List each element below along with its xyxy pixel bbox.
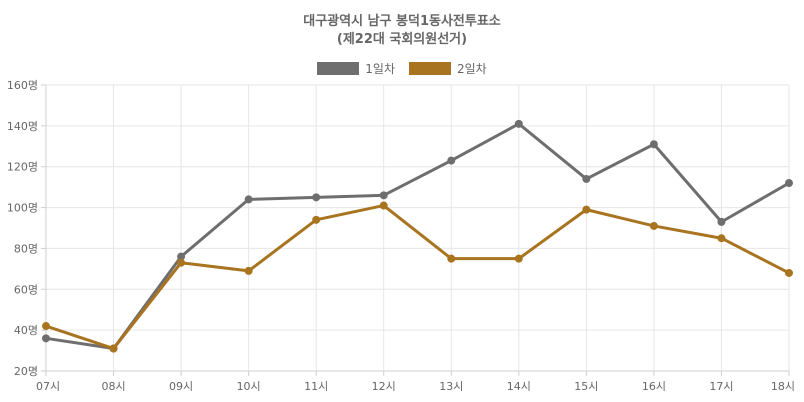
- data-point-series-1[interactable]: [717, 217, 726, 226]
- data-point-series-2[interactable]: [244, 266, 253, 275]
- x-tick-label: 14시: [507, 380, 531, 393]
- data-point-series-2[interactable]: [379, 201, 388, 210]
- data-point-series-1[interactable]: [42, 334, 50, 343]
- data-point-series-2[interactable]: [717, 234, 726, 243]
- data-point-series-2[interactable]: [42, 322, 50, 331]
- legend-item-series-1[interactable]: 1일차: [317, 60, 395, 77]
- data-point-series-2[interactable]: [649, 221, 658, 230]
- legend-swatch-series-1: [317, 62, 360, 75]
- legend: 1일차 2일차: [0, 60, 804, 77]
- chart-subtitle: (제22대 국회의원선거): [336, 32, 468, 47]
- legend-label-series-1: 1일차: [365, 62, 395, 76]
- x-tick-label: 17시: [709, 380, 733, 393]
- data-point-series-1[interactable]: [244, 195, 253, 204]
- x-tick-label: 07시: [36, 380, 60, 393]
- x-tick-label: 18시: [771, 380, 795, 393]
- y-tick-label: 80명: [14, 242, 38, 255]
- y-tick-label: 60명: [14, 283, 38, 296]
- data-point-series-2[interactable]: [785, 268, 793, 277]
- x-tick-label: 16시: [642, 380, 666, 393]
- data-point-series-2[interactable]: [312, 215, 321, 224]
- data-point-series-1[interactable]: [785, 179, 793, 188]
- series-line-2: [45, 204, 790, 351]
- x-tick-label: 10시: [237, 380, 261, 393]
- data-point-series-1[interactable]: [582, 174, 591, 183]
- y-tick-label: 160명: [7, 79, 38, 92]
- y-tick-label: 100명: [7, 202, 38, 215]
- x-tick-label: 15시: [574, 380, 598, 393]
- x-tick-label: 09시: [169, 380, 193, 393]
- y-tick-label: 20명: [14, 365, 38, 378]
- x-tick-label: 12시: [372, 380, 396, 393]
- legend-swatch-series-2: [409, 62, 451, 75]
- data-point-series-1[interactable]: [514, 119, 523, 128]
- legend-item-series-2[interactable]: 2일차: [409, 60, 487, 77]
- x-tick-label: 08시: [101, 380, 125, 393]
- legend-label-series-2: 2일차: [457, 62, 487, 76]
- y-tick-label: 40명: [14, 324, 38, 337]
- data-point-series-2[interactable]: [177, 258, 186, 267]
- data-point-series-2[interactable]: [514, 254, 523, 263]
- data-point-series-2[interactable]: [447, 254, 456, 263]
- data-point-series-1[interactable]: [649, 140, 658, 149]
- data-point-series-1[interactable]: [447, 156, 456, 165]
- x-tick-label: 13시: [439, 380, 463, 393]
- y-tick-label: 140명: [7, 120, 38, 133]
- data-point-series-1[interactable]: [312, 193, 321, 202]
- chart-title: 대구광역시 남구 봉덕1동사전투표소: [303, 14, 501, 29]
- y-tick-label: 120명: [7, 161, 38, 174]
- data-point-series-1[interactable]: [379, 191, 388, 200]
- series-line-1: [45, 122, 790, 351]
- data-point-series-2[interactable]: [109, 344, 118, 353]
- data-point-series-2[interactable]: [582, 205, 591, 214]
- x-tick-label: 11시: [304, 380, 328, 393]
